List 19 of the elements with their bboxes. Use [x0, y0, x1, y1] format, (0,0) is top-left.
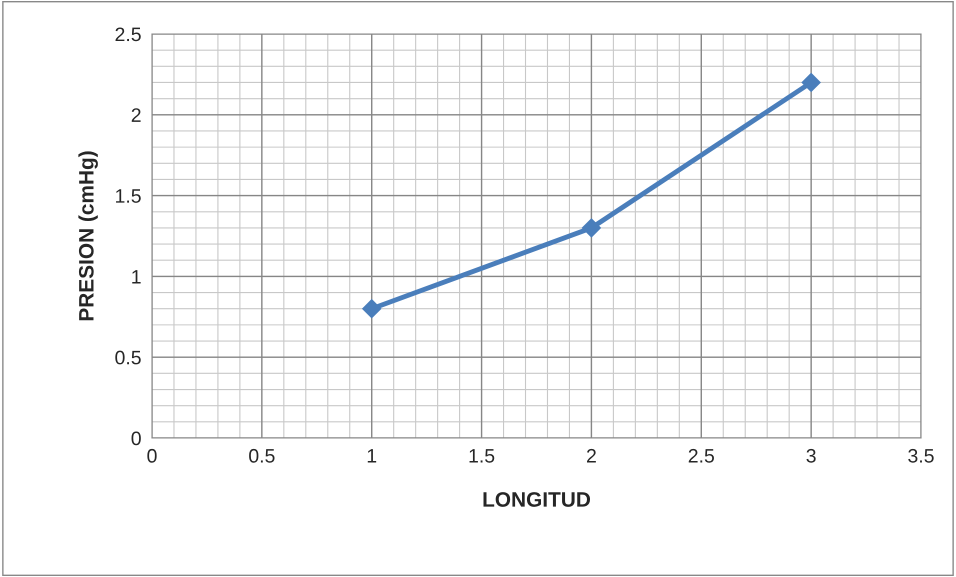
y-axis-title: PRESION (cmHg): [78, 151, 98, 320]
x-tick-label: 3: [806, 448, 816, 463]
x-tick-label: 3.5: [908, 448, 934, 463]
y-tick-label: 1: [132, 270, 141, 284]
point: [362, 299, 382, 318]
point: [802, 72, 821, 92]
y-tick-label: 1.5: [116, 189, 141, 203]
y-tick-label: 2.5: [116, 27, 141, 42]
y-tick-label: 0.5: [115, 350, 141, 364]
x-axis-title: LONGITUD: [484, 492, 590, 507]
x-tick-label: 1.5: [470, 449, 494, 463]
y-tick-label: 2: [132, 108, 141, 122]
x-tick-label: 2.5: [688, 448, 714, 463]
x-tick-label: 2: [587, 448, 596, 463]
x-tick-label: 0.5: [249, 448, 275, 463]
x-tick-label: 0: [147, 448, 157, 463]
x-tick-label: 1: [368, 449, 376, 463]
point: [582, 218, 601, 238]
y-tick-label: 0: [132, 431, 141, 446]
